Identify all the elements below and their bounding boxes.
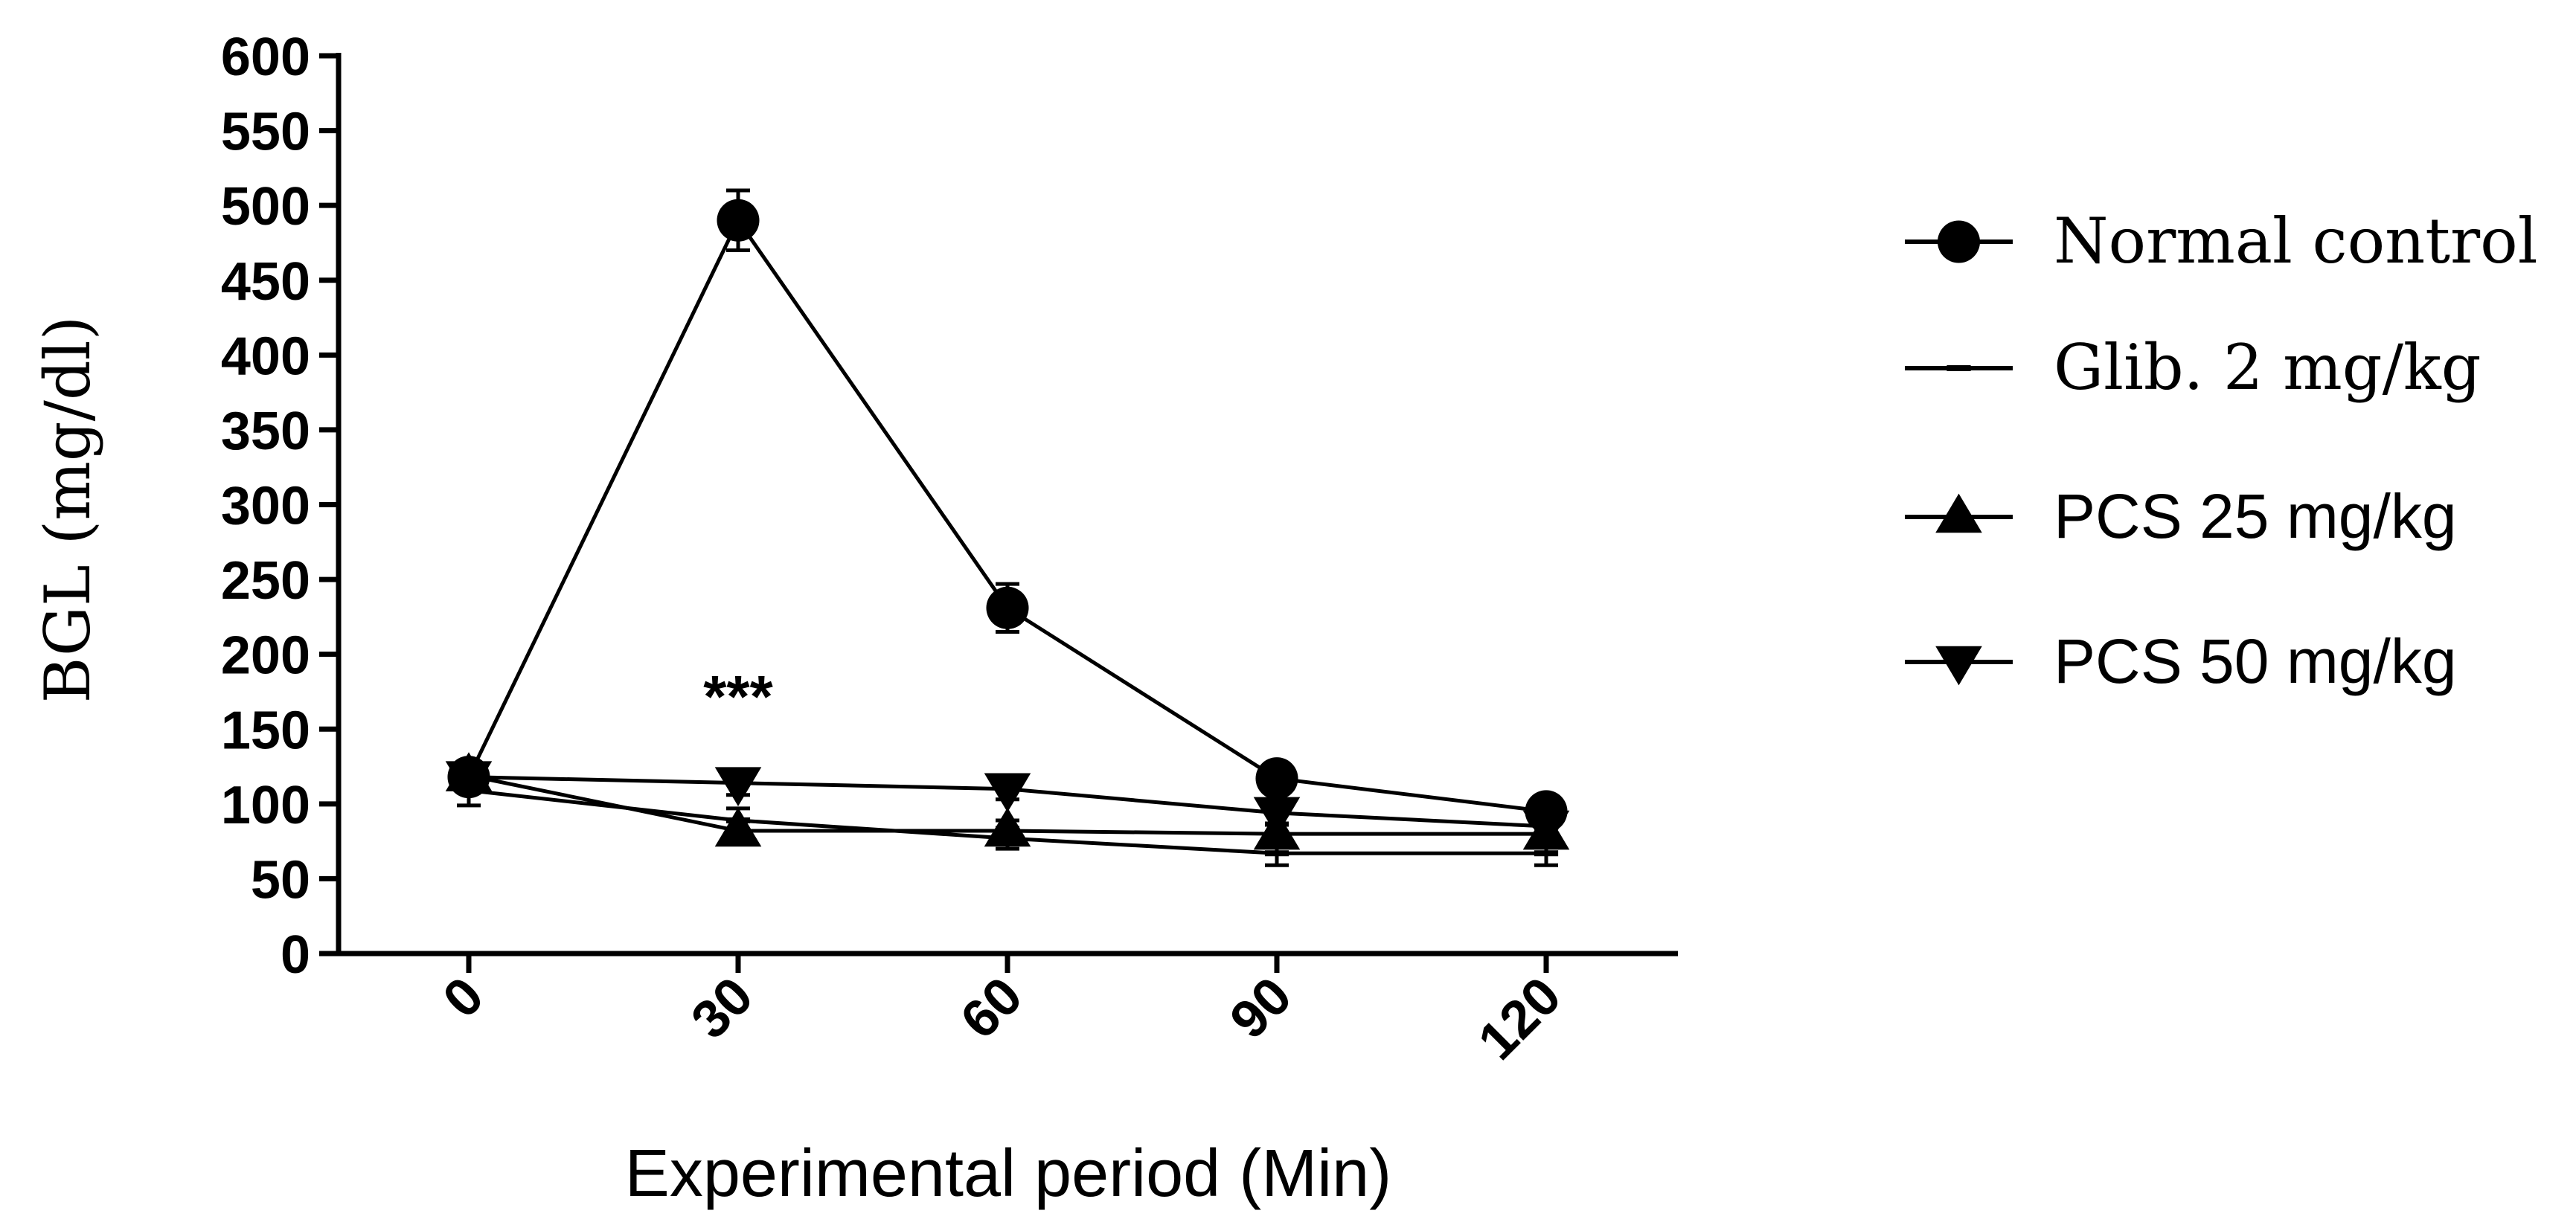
x-tick-label: 30 [680,966,764,1050]
annotation-layer: *** [703,663,773,730]
legend-label: PCS 25 mg/kg [2054,481,2457,551]
legend-marker [1937,220,1981,263]
y-tick-label: 300 [221,477,310,536]
legend-item: PCS 25 mg/kg [1905,481,2457,551]
x-tick-label: 60 [949,966,1034,1050]
y-tick-label: 600 [221,28,310,87]
legend-item: PCS 50 mg/kg [1905,626,2457,696]
series-line [467,218,1547,814]
data-point [1522,810,1570,850]
data-point [984,807,1031,847]
data-point [445,761,493,800]
x-tick-label: 120 [1467,966,1573,1072]
axes: 0 50 100 150 200 250 300 350 400 450 500 550 600 0 30 6… [221,28,1678,1071]
legend-item: Glib. 2 mg/kg [1905,331,2482,404]
y-tick-label: 500 [221,177,310,237]
data-point [714,767,762,807]
series-layer [445,188,1570,867]
x-tick-label: 0 [432,966,495,1029]
data-point [714,807,762,847]
legend-label: PCS 50 mg/kg [2054,626,2457,696]
data-point [1253,797,1301,837]
series-pcs-50-mg-kg [445,761,1570,850]
y-axis-title: BGL (mg/dl) [31,316,104,704]
y-tick-label: 0 [281,925,310,985]
data-point [984,773,1031,813]
data-point [717,199,760,242]
y-tick-label: 350 [221,402,310,461]
y-tick-label: 400 [221,327,310,386]
x-axis-title: Experimental period (Min) [625,1137,1391,1211]
y-tick-label: 50 [251,850,310,910]
data-point [986,586,1029,629]
legend-marker [1947,365,1971,371]
x-tick-label: 90 [1219,966,1303,1050]
legend-label: Glib. 2 mg/kg [2054,331,2482,404]
data-point [1264,850,1289,857]
y-tick-label: 550 [221,103,310,162]
legend-marker [1935,646,1982,686]
legend: Normal control Glib. 2 mg/kg PCS 25 mg/kg P… [1905,205,2538,696]
series-normal-control [447,188,1568,833]
significance-annotation: *** [703,663,773,730]
legend-label: Normal control [2054,205,2538,277]
legend-item: Normal control [1905,205,2538,277]
data-point [1534,850,1559,857]
legend-marker [1935,493,1982,533]
y-tick-label: 100 [221,776,310,835]
y-tick-label: 450 [221,252,310,312]
y-tick-label: 250 [221,551,310,611]
y-tick-label: 150 [221,701,310,760]
y-tick-label: 200 [221,626,310,686]
data-point [1255,757,1298,800]
